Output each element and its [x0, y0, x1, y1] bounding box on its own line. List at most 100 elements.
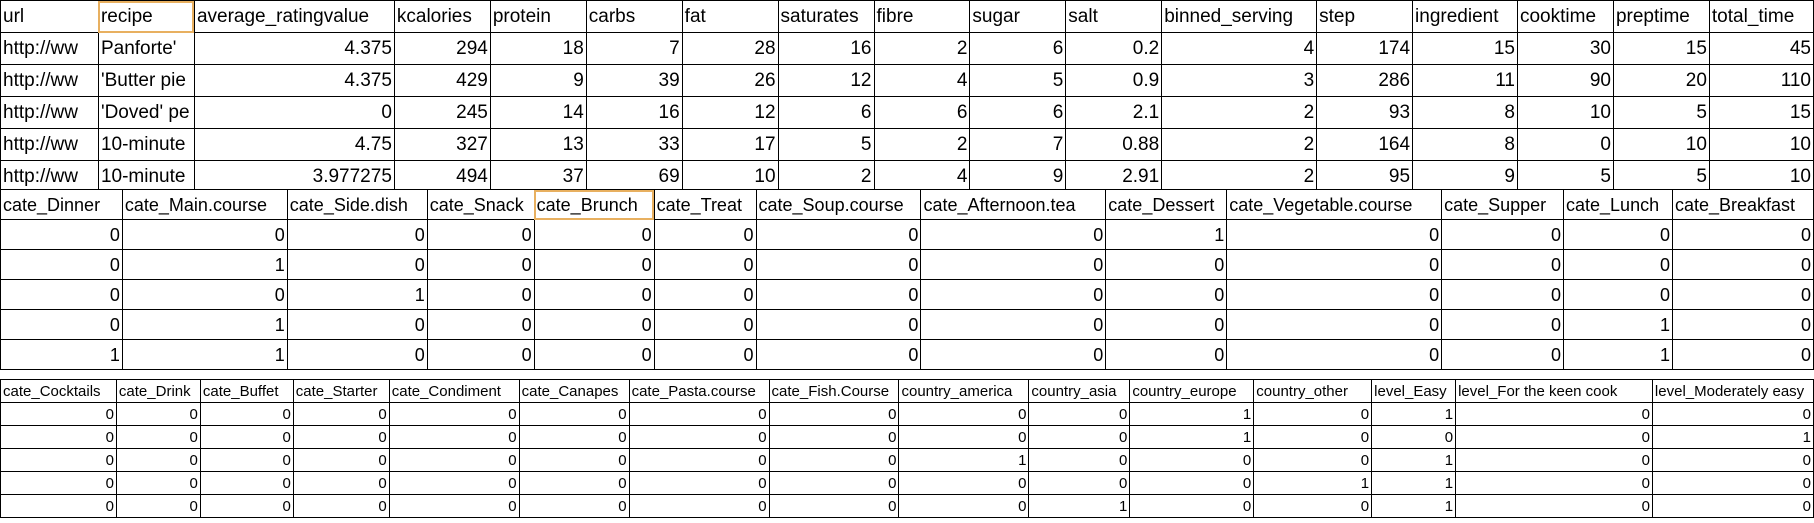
- table-cell[interactable]: 0: [1441, 249, 1565, 280]
- table-cell[interactable]: 2: [777, 160, 875, 193]
- table-cell[interactable]: 5: [1516, 160, 1614, 193]
- table-cell[interactable]: 0: [426, 219, 535, 250]
- table-cell[interactable]: 0: [628, 448, 770, 472]
- column-header[interactable]: cate_Condiment: [388, 379, 520, 403]
- table-cell[interactable]: 0: [1129, 448, 1255, 472]
- table-cell[interactable]: 0: [653, 219, 757, 250]
- table-cell[interactable]: 245: [393, 96, 491, 129]
- table-cell[interactable]: 1: [1105, 219, 1228, 250]
- column-header[interactable]: cate_Buffet: [199, 379, 294, 403]
- table-cell[interactable]: 0: [533, 339, 655, 370]
- column-header[interactable]: cate_Dinner: [0, 189, 123, 220]
- table-cell[interactable]: 0: [1455, 425, 1653, 449]
- table-cell[interactable]: 0: [1671, 249, 1814, 280]
- column-header[interactable]: cooktime: [1516, 0, 1614, 33]
- table-cell[interactable]: 6: [873, 96, 971, 129]
- table-cell[interactable]: 4: [1161, 32, 1318, 65]
- column-header[interactable]: cate_Brunch: [533, 189, 655, 220]
- table-cell[interactable]: 0: [518, 448, 630, 472]
- table-cell[interactable]: 0: [1455, 448, 1653, 472]
- table-cell[interactable]: 0: [1671, 309, 1814, 340]
- table-cell[interactable]: 0: [1563, 219, 1673, 250]
- table-cell[interactable]: 0: [518, 494, 630, 518]
- table-cell[interactable]: 0: [768, 494, 900, 518]
- column-header[interactable]: cate_Main.course: [121, 189, 288, 220]
- column-header[interactable]: cate_Treat: [653, 189, 757, 220]
- table-cell[interactable]: 0: [768, 402, 900, 426]
- column-header[interactable]: country_other: [1253, 379, 1373, 403]
- table-cell[interactable]: 0: [1028, 402, 1131, 426]
- table-cell[interactable]: 0: [0, 219, 123, 250]
- column-header[interactable]: cate_Starter: [292, 379, 390, 403]
- table-cell[interactable]: 0: [518, 402, 630, 426]
- table-cell[interactable]: 0: [898, 471, 1030, 495]
- table-cell[interactable]: 2: [1161, 128, 1318, 161]
- table-cell[interactable]: 0: [1651, 402, 1814, 426]
- table-cell[interactable]: 16: [585, 96, 683, 129]
- table-cell[interactable]: 0: [1226, 339, 1443, 370]
- table-cell[interactable]: 1: [121, 309, 288, 340]
- table-cell[interactable]: 1: [121, 339, 288, 370]
- table-cell[interactable]: 286: [1316, 64, 1414, 97]
- table-cell[interactable]: 2: [873, 128, 971, 161]
- table-cell[interactable]: 0: [533, 249, 655, 280]
- table-cell[interactable]: 0: [755, 339, 922, 370]
- table-cell[interactable]: 0: [1129, 494, 1255, 518]
- table-cell[interactable]: 15: [1612, 32, 1710, 65]
- table-cell[interactable]: 10: [1612, 128, 1710, 161]
- table-cell[interactable]: 0: [388, 402, 520, 426]
- table-cell[interactable]: 0: [920, 219, 1107, 250]
- table-cell[interactable]: 0: [115, 448, 201, 472]
- table-cell[interactable]: 20: [1612, 64, 1710, 97]
- table-cell[interactable]: 0: [0, 279, 123, 310]
- table-cell[interactable]: 13: [489, 128, 587, 161]
- table-cell[interactable]: 0: [1129, 471, 1255, 495]
- table-cell[interactable]: 10: [681, 160, 779, 193]
- table-cell[interactable]: 0: [1105, 339, 1228, 370]
- table-cell[interactable]: 0.9: [1065, 64, 1163, 97]
- table-cell[interactable]: 0: [1226, 219, 1443, 250]
- table-cell[interactable]: 174: [1316, 32, 1414, 65]
- table-cell[interactable]: 0: [920, 309, 1107, 340]
- table-cell[interactable]: 0: [768, 425, 900, 449]
- table-cell[interactable]: 429: [393, 64, 491, 97]
- table-cell[interactable]: 0: [1105, 309, 1228, 340]
- table-cell[interactable]: 1: [1129, 402, 1255, 426]
- table-cell[interactable]: 0: [1028, 425, 1131, 449]
- column-header[interactable]: cate_Supper: [1441, 189, 1565, 220]
- table-cell[interactable]: 0: [1226, 279, 1443, 310]
- table-cell[interactable]: 28: [681, 32, 779, 65]
- table-cell[interactable]: 0: [0, 249, 123, 280]
- table-cell[interactable]: 0: [292, 425, 390, 449]
- table-cell[interactable]: 4: [873, 64, 971, 97]
- column-header[interactable]: fibre: [873, 0, 971, 33]
- table-cell[interactable]: 6: [969, 32, 1067, 65]
- table-cell[interactable]: 0: [1441, 339, 1565, 370]
- table-cell[interactable]: 0: [0, 494, 117, 518]
- table-cell[interactable]: 0: [0, 471, 117, 495]
- table-cell[interactable]: 3: [1161, 64, 1318, 97]
- table-cell[interactable]: 2: [873, 32, 971, 65]
- table-cell[interactable]: 6: [969, 96, 1067, 129]
- column-header[interactable]: level_Moderately easy: [1651, 379, 1814, 403]
- column-header[interactable]: cate_Canapes: [518, 379, 630, 403]
- table-cell[interactable]: 10-minute: [97, 160, 195, 193]
- table-cell[interactable]: 0: [1253, 402, 1373, 426]
- column-header[interactable]: cate_Dessert: [1105, 189, 1228, 220]
- table-cell[interactable]: 1: [286, 279, 428, 310]
- table-cell[interactable]: 0: [755, 249, 922, 280]
- column-header[interactable]: cate_Soup.course: [755, 189, 922, 220]
- table-cell[interactable]: 0: [1651, 448, 1814, 472]
- table-cell[interactable]: 0: [533, 309, 655, 340]
- column-header[interactable]: ingredient: [1412, 0, 1518, 33]
- table-cell[interactable]: 0: [199, 448, 294, 472]
- table-cell[interactable]: 0: [755, 279, 922, 310]
- table-cell[interactable]: 0: [199, 471, 294, 495]
- table-cell[interactable]: 1: [1563, 309, 1673, 340]
- table-cell[interactable]: 0: [292, 448, 390, 472]
- table-cell[interactable]: 0: [920, 339, 1107, 370]
- table-cell[interactable]: 5: [969, 64, 1067, 97]
- column-header[interactable]: cate_Lunch: [1563, 189, 1673, 220]
- table-cell[interactable]: 4.375: [193, 32, 395, 65]
- table-cell[interactable]: 0: [755, 309, 922, 340]
